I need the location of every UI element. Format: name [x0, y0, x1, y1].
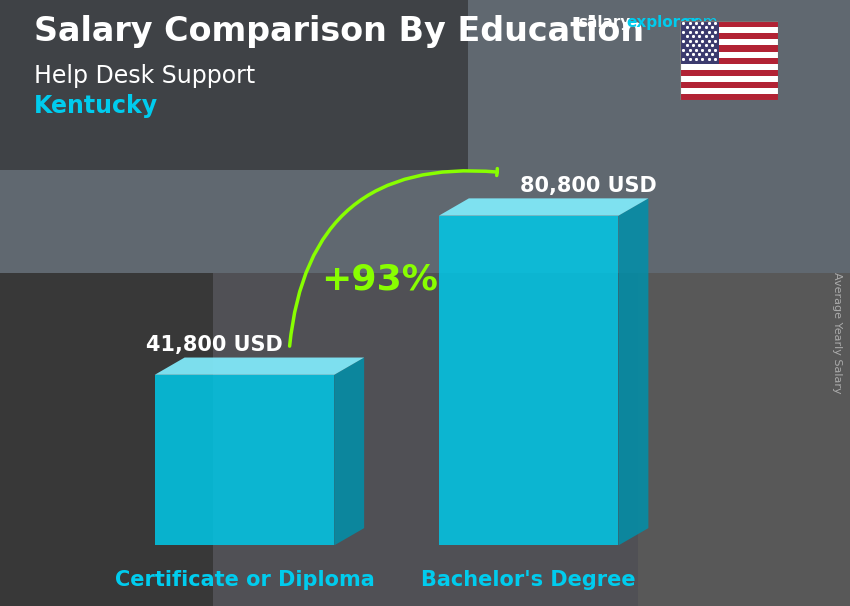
Bar: [680, 21, 778, 27]
Polygon shape: [619, 198, 649, 545]
Text: 80,800 USD: 80,800 USD: [520, 176, 657, 196]
Polygon shape: [155, 375, 334, 545]
Text: Salary Comparison By Education: Salary Comparison By Education: [34, 15, 644, 48]
Bar: [680, 33, 778, 39]
Bar: [680, 45, 778, 52]
Bar: [0, 0, 850, 273]
Polygon shape: [334, 358, 364, 545]
Text: explorer: explorer: [626, 15, 699, 30]
Bar: [680, 94, 778, 100]
Bar: [680, 64, 778, 70]
Polygon shape: [155, 358, 364, 375]
Text: salary: salary: [578, 15, 631, 30]
Bar: [680, 82, 778, 88]
Text: +93%: +93%: [320, 263, 438, 297]
Text: 41,800 USD: 41,800 USD: [146, 335, 283, 355]
Bar: [680, 52, 778, 58]
Text: Certificate or Diploma: Certificate or Diploma: [115, 570, 374, 590]
Bar: [680, 21, 719, 64]
Bar: [0, 0, 468, 170]
Polygon shape: [439, 216, 619, 545]
Text: .com: .com: [680, 15, 717, 30]
Bar: [0, 273, 212, 606]
Bar: [680, 88, 778, 94]
Bar: [212, 273, 638, 606]
Text: Help Desk Support: Help Desk Support: [34, 64, 255, 88]
Bar: [680, 27, 778, 33]
Bar: [680, 76, 778, 82]
Bar: [680, 39, 778, 45]
Polygon shape: [439, 198, 649, 216]
Text: Kentucky: Kentucky: [34, 94, 158, 118]
Bar: [680, 70, 778, 76]
Bar: [680, 58, 778, 64]
Text: Bachelor's Degree: Bachelor's Degree: [422, 570, 636, 590]
Bar: [638, 273, 850, 606]
Text: Average Yearly Salary: Average Yearly Salary: [832, 273, 842, 394]
